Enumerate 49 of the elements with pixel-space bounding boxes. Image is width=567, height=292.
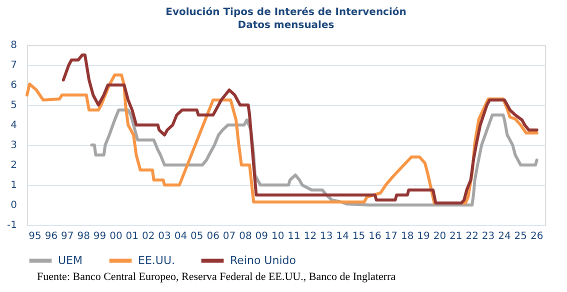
x-tick-label: 02 (142, 231, 155, 242)
line-series (62, 54, 538, 204)
x-tick-label: 11 (288, 231, 300, 242)
x-tick-label: 08 (239, 231, 252, 242)
x-tick-label: 17 (384, 231, 398, 242)
x-tick-label: 96 (44, 231, 58, 242)
y-tick-label: 2 (10, 160, 17, 171)
legend-label: UEM (58, 254, 82, 267)
x-tick-label: 21 (450, 231, 462, 242)
x-tick-label: 01 (126, 231, 139, 242)
x-tick-label: 95 (28, 231, 42, 242)
y-tick-label: -1 (7, 220, 17, 231)
chart-subtitle: Datos mensuales (238, 20, 334, 31)
x-tick-label: 09 (255, 231, 268, 242)
x-tick-label: 25 (514, 231, 528, 242)
y-tick-label: 5 (10, 100, 17, 111)
y-tick-label: 7 (10, 60, 17, 71)
y-tick-label: 1 (10, 180, 17, 191)
chart-title: Evolución Tipos de Interés de Intervención (166, 7, 406, 18)
x-tick-label: 06 (206, 231, 220, 242)
x-tick-label: 24 (498, 231, 511, 242)
x-tick-label: 19 (417, 231, 430, 242)
x-tick-label: 97 (61, 231, 74, 242)
y-tick-label: 0 (10, 200, 17, 211)
x-tick-label: 15 (352, 231, 366, 242)
y-tick-label: 4 (10, 120, 17, 131)
x-tick-label: 12 (304, 231, 317, 242)
x-tick-label: 13 (320, 231, 333, 242)
x-tick-label: 00 (110, 231, 122, 242)
x-tick-label: 23 (482, 231, 495, 242)
legend-label: Reino Unido (230, 254, 296, 267)
y-tick-label: 3 (10, 140, 17, 151)
x-tick-label: 07 (222, 231, 236, 242)
x-tick-label: 05 (190, 231, 204, 242)
x-tick-label: 18 (400, 231, 414, 242)
x-tick-label: 16 (368, 231, 382, 242)
y-tick-label: 8 (10, 40, 17, 51)
x-tick-label: 99 (93, 231, 106, 242)
source-note: Fuente: Banco Central Europeo, Reserva Federal de EE.UU., Banco de Inglaterra (37, 271, 396, 283)
legend-label: EE.UU. (138, 254, 175, 267)
x-tick-label: 20 (433, 231, 446, 242)
x-tick-label: 26 (530, 231, 544, 242)
x-tick-label: 04 (174, 231, 188, 242)
x-tick-label: 22 (466, 231, 478, 242)
x-tick-label: 98 (77, 231, 90, 242)
x-tick-label: 14 (336, 231, 349, 242)
x-tick-label: 10 (271, 231, 284, 242)
y-tick-label: 6 (10, 80, 17, 91)
x-tick-label: 03 (158, 231, 171, 242)
